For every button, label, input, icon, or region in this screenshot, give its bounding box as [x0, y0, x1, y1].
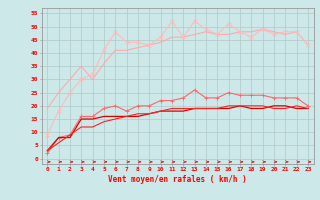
X-axis label: Vent moyen/en rafales ( km/h ): Vent moyen/en rafales ( km/h ) — [108, 175, 247, 184]
